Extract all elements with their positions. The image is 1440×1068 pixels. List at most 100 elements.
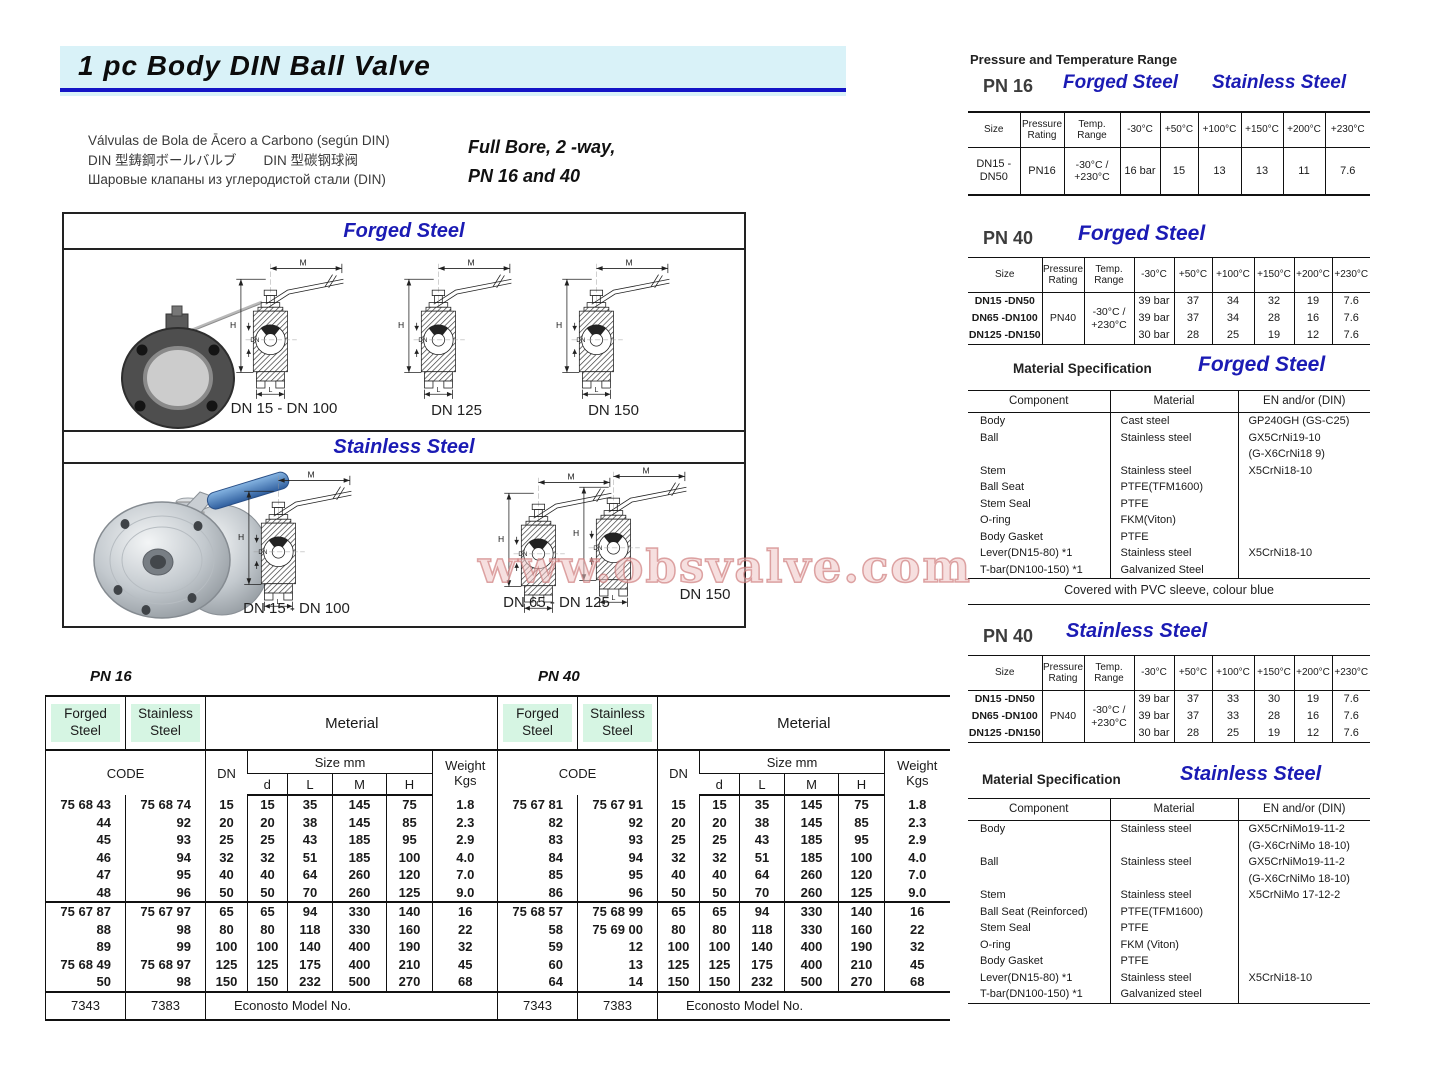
col-header: Temp. Range	[1083, 655, 1134, 691]
table-cell	[968, 446, 1110, 463]
table-cell: 14	[577, 973, 658, 992]
col-header: Pressure Rating	[1041, 257, 1084, 293]
table-cell: 150	[699, 973, 740, 992]
l-header: L	[287, 773, 333, 796]
table-cell: 98	[125, 920, 206, 938]
table-cell: T-bar(DN100-150) *1	[980, 563, 1083, 576]
table-row: 50 98 150 150 232 500 270 68	[46, 973, 498, 992]
table-cell: 95	[386, 831, 433, 849]
pn40-forged-pt-table: Size Pressure Rating Temp. Range -30°C +…	[968, 257, 1370, 345]
table-cell: 330	[784, 901, 839, 921]
stainless-steel-label: Stainless Steel	[583, 704, 652, 742]
table-cell: 98	[125, 973, 206, 992]
table-cell: 85	[838, 813, 885, 831]
table-cell: 12	[1293, 725, 1332, 743]
forged-valve-photo	[121, 300, 263, 429]
col-header: Material	[1109, 390, 1238, 413]
table-row: Stem Seal PTFE	[968, 920, 1370, 937]
table-cell: 15	[247, 795, 288, 814]
table-row: Ball Stainless steel GX5CrNiMo19-11-2	[968, 854, 1370, 871]
col-header: Pressure Rating	[1019, 112, 1064, 148]
table-row: Stem Seal PTFE	[968, 495, 1370, 512]
table-cell: 400	[784, 938, 839, 956]
table-cell: DN15 -DN50	[974, 295, 1035, 308]
table-cell: 16	[883, 901, 950, 921]
table-cell: 75 68 49	[60, 956, 111, 972]
table-cell: 39 bar	[1133, 310, 1174, 327]
table-cell: 2.9	[883, 831, 950, 849]
table-cell: (G-X6CrNiMo 18-10)	[1237, 837, 1370, 854]
stainless-steel-header: Stainless Steel	[125, 696, 206, 751]
table-cell: GX5CrNiMo19-11-2	[1237, 820, 1370, 838]
table-row: T-bar(DN100-150) *1 Galvanized Steel	[968, 561, 1370, 579]
table-cell: 260	[784, 883, 839, 902]
table-cell: 400	[332, 938, 387, 956]
table-cell: 75 68 57	[497, 901, 578, 921]
table-row: Ball Seat PTFE(TFM1600)	[968, 479, 1370, 496]
table-cell: 45	[883, 955, 950, 973]
table-cell: 65	[657, 901, 700, 921]
col-header: Component	[968, 798, 1110, 821]
table-cell: 64	[287, 866, 333, 884]
table-row: 75 67 87 75 67 97 65 65 94 330 140 16	[45, 901, 498, 921]
table-cell: 39 bar	[1133, 292, 1174, 310]
table-cell: 75	[838, 795, 885, 814]
table-cell: 75 67 87	[45, 901, 126, 921]
table-cell: Stainless steel	[1109, 969, 1238, 986]
table-row: DN125 -DN150 30 bar 28 25 19 12 7.6	[968, 725, 1370, 743]
valve-drawing-forged-dn150	[551, 256, 676, 402]
table-cell: 35	[739, 795, 785, 814]
table-body: 75 68 57 75 68 99 65 65 94 330 140 16 58 75 69 00…	[497, 901, 950, 992]
table-cell: 92	[125, 813, 206, 831]
forged-section-heading: Forged Steel	[64, 214, 744, 250]
table-row: Lever(DN15-80) *1 Stainless steel X5CrNi18…	[968, 969, 1370, 986]
table-cell: GX5CrNi19-10	[1237, 429, 1370, 446]
table-cell: 93	[125, 831, 206, 849]
table-cell: 94	[577, 848, 658, 866]
econosto-code-stainless: 7383	[577, 990, 658, 1020]
table-cell: 47	[96, 867, 111, 883]
table-cell: 33	[1211, 708, 1254, 725]
ss-caption-2: DN 65 - DN 125	[503, 594, 610, 611]
page-title: 1 pc Body DIN Ball Valve	[78, 50, 431, 81]
table-cell: 50	[205, 883, 248, 902]
table-cell: 25	[657, 831, 700, 849]
subtitle-russian: Шаровые клапаны из углеродистой стали (D…	[88, 172, 386, 188]
table-row: DN15 - DN50 PN16 -30°C / +230°C 16 bar 1…	[968, 147, 1370, 195]
pn16-stainless-heading: Stainless Steel	[1212, 72, 1347, 93]
table-cell: 75 67 91	[577, 795, 658, 814]
table-footer-row: 7343 7383 Econosto Model No.	[497, 990, 950, 1020]
table-cell: 40	[247, 866, 288, 884]
table-cell: O-ring	[980, 514, 1011, 526]
col-header: +230°C	[1331, 655, 1370, 691]
weight-header: Weight Kgs	[431, 750, 498, 795]
table-cell: 40	[657, 866, 700, 884]
weight-header: Weight Kgs	[883, 750, 950, 795]
table-cell: 7.6	[1331, 310, 1370, 327]
dn-header: DN	[205, 750, 248, 795]
table-cell: 40	[205, 866, 248, 884]
stainless-valve-photo	[93, 471, 290, 619]
table-cell	[968, 871, 1110, 888]
table-cell: 4.0	[883, 848, 950, 866]
valve-drawing-forged-dn125	[393, 256, 518, 402]
table-cell: 46	[96, 849, 111, 865]
table-row: 44 92 20 20 38 145 85 2.3	[46, 813, 498, 831]
econosto-note: Econosto Model No.	[656, 990, 950, 1020]
table-cell	[1237, 495, 1370, 512]
table-cell: DN15 - DN50	[976, 158, 1012, 183]
table-cell: 25	[247, 831, 288, 849]
table-cell: 22	[883, 920, 950, 938]
table-cell: 500	[332, 973, 387, 992]
table-body: Body Cast steel GP240GH (GS-C25) Ball Stainl…	[968, 412, 1370, 579]
table-cell: 75	[386, 795, 433, 814]
table-cell: 2.9	[431, 831, 498, 849]
table-cell: 7.6	[1331, 327, 1370, 345]
table-cell: 15	[657, 795, 700, 814]
table-cell: 185	[784, 848, 839, 866]
table-cell	[1237, 479, 1370, 496]
table-body: 75 67 87 75 67 97 65 65 94 330 140 16 88 98 80 80 11…	[45, 901, 498, 992]
table-cell: 50	[247, 883, 288, 902]
table-row: DN15 -DN50 PN40 -30°C / +230°C 39 bar 37 33 30…	[968, 690, 1370, 743]
table-cell: 150	[247, 973, 288, 992]
